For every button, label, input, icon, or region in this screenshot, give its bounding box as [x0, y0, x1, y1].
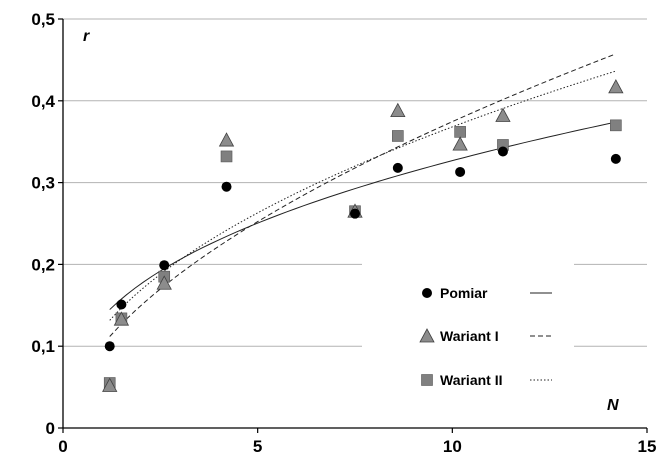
square-point [610, 119, 622, 132]
y-tick-label: 0,4 [31, 92, 55, 111]
circle-point [455, 166, 466, 177]
legend-label: Wariant II [440, 372, 503, 388]
x-axis-title: N [607, 397, 619, 414]
square-point [220, 150, 233, 163]
triangle-point [452, 136, 468, 151]
triangle-point [218, 132, 235, 147]
legend-marker-circle [422, 288, 432, 298]
legend-marker-square [421, 374, 433, 386]
circle-point [392, 162, 403, 173]
legend-label: Pomiar [440, 285, 488, 301]
data-points [102, 79, 624, 392]
circle-point [221, 181, 232, 192]
y-tick-label: 0,2 [31, 255, 55, 274]
y-tick-label: 0,5 [31, 10, 55, 29]
circle-point [159, 260, 170, 271]
legend-label: Wariant I [440, 328, 499, 344]
y-axis-title: r [83, 28, 90, 45]
square-point [454, 126, 466, 138]
circle-point [350, 208, 360, 219]
y-tick-label: 0,3 [31, 174, 55, 193]
axes: 0 0,1 0,2 0,3 0,4 0,5 0 5 10 15 r N [31, 10, 656, 456]
triangle-point [608, 79, 624, 94]
legend-marker-triangle [419, 328, 435, 343]
triangle-point [156, 275, 172, 290]
trendline-2 [109, 70, 616, 321]
legend: Pomiar Wariant I Wariant II [362, 262, 574, 404]
circle-point [610, 153, 621, 164]
circle-point [116, 299, 127, 310]
x-tick-label: 5 [253, 437, 262, 456]
triangle-point [113, 311, 130, 326]
trendline-0 [109, 121, 616, 310]
x-tick-label: 15 [638, 437, 657, 456]
triangle-point [390, 102, 406, 118]
square-point [392, 130, 404, 142]
trend-lines [109, 53, 617, 337]
trendline-1 [109, 53, 617, 337]
x-tick-label: 10 [443, 437, 462, 456]
circle-point [104, 341, 115, 352]
circle-point [497, 146, 508, 157]
y-tick-label: 0 [46, 419, 55, 438]
y-tick-label: 0,1 [31, 337, 55, 356]
legend-box [362, 262, 574, 404]
triangle-point [102, 377, 118, 392]
triangle-point [495, 107, 511, 122]
x-tick-label: 0 [58, 437, 67, 456]
